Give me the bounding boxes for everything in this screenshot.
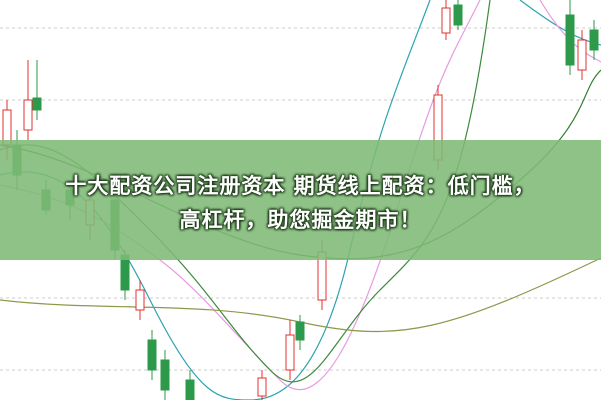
- banner: 十大配资公司注册资本 期货线上配资：低门槛， 高杠杆，助您掘金期市！: [0, 140, 601, 260]
- grid: [0, 27, 601, 371]
- banner-line: 十大配资公司注册资本 期货线上配资：低门槛，: [65, 174, 536, 198]
- up-candle: [2, 0, 587, 400]
- banner-line: 高杠杆，助您掘金期市！: [179, 208, 422, 232]
